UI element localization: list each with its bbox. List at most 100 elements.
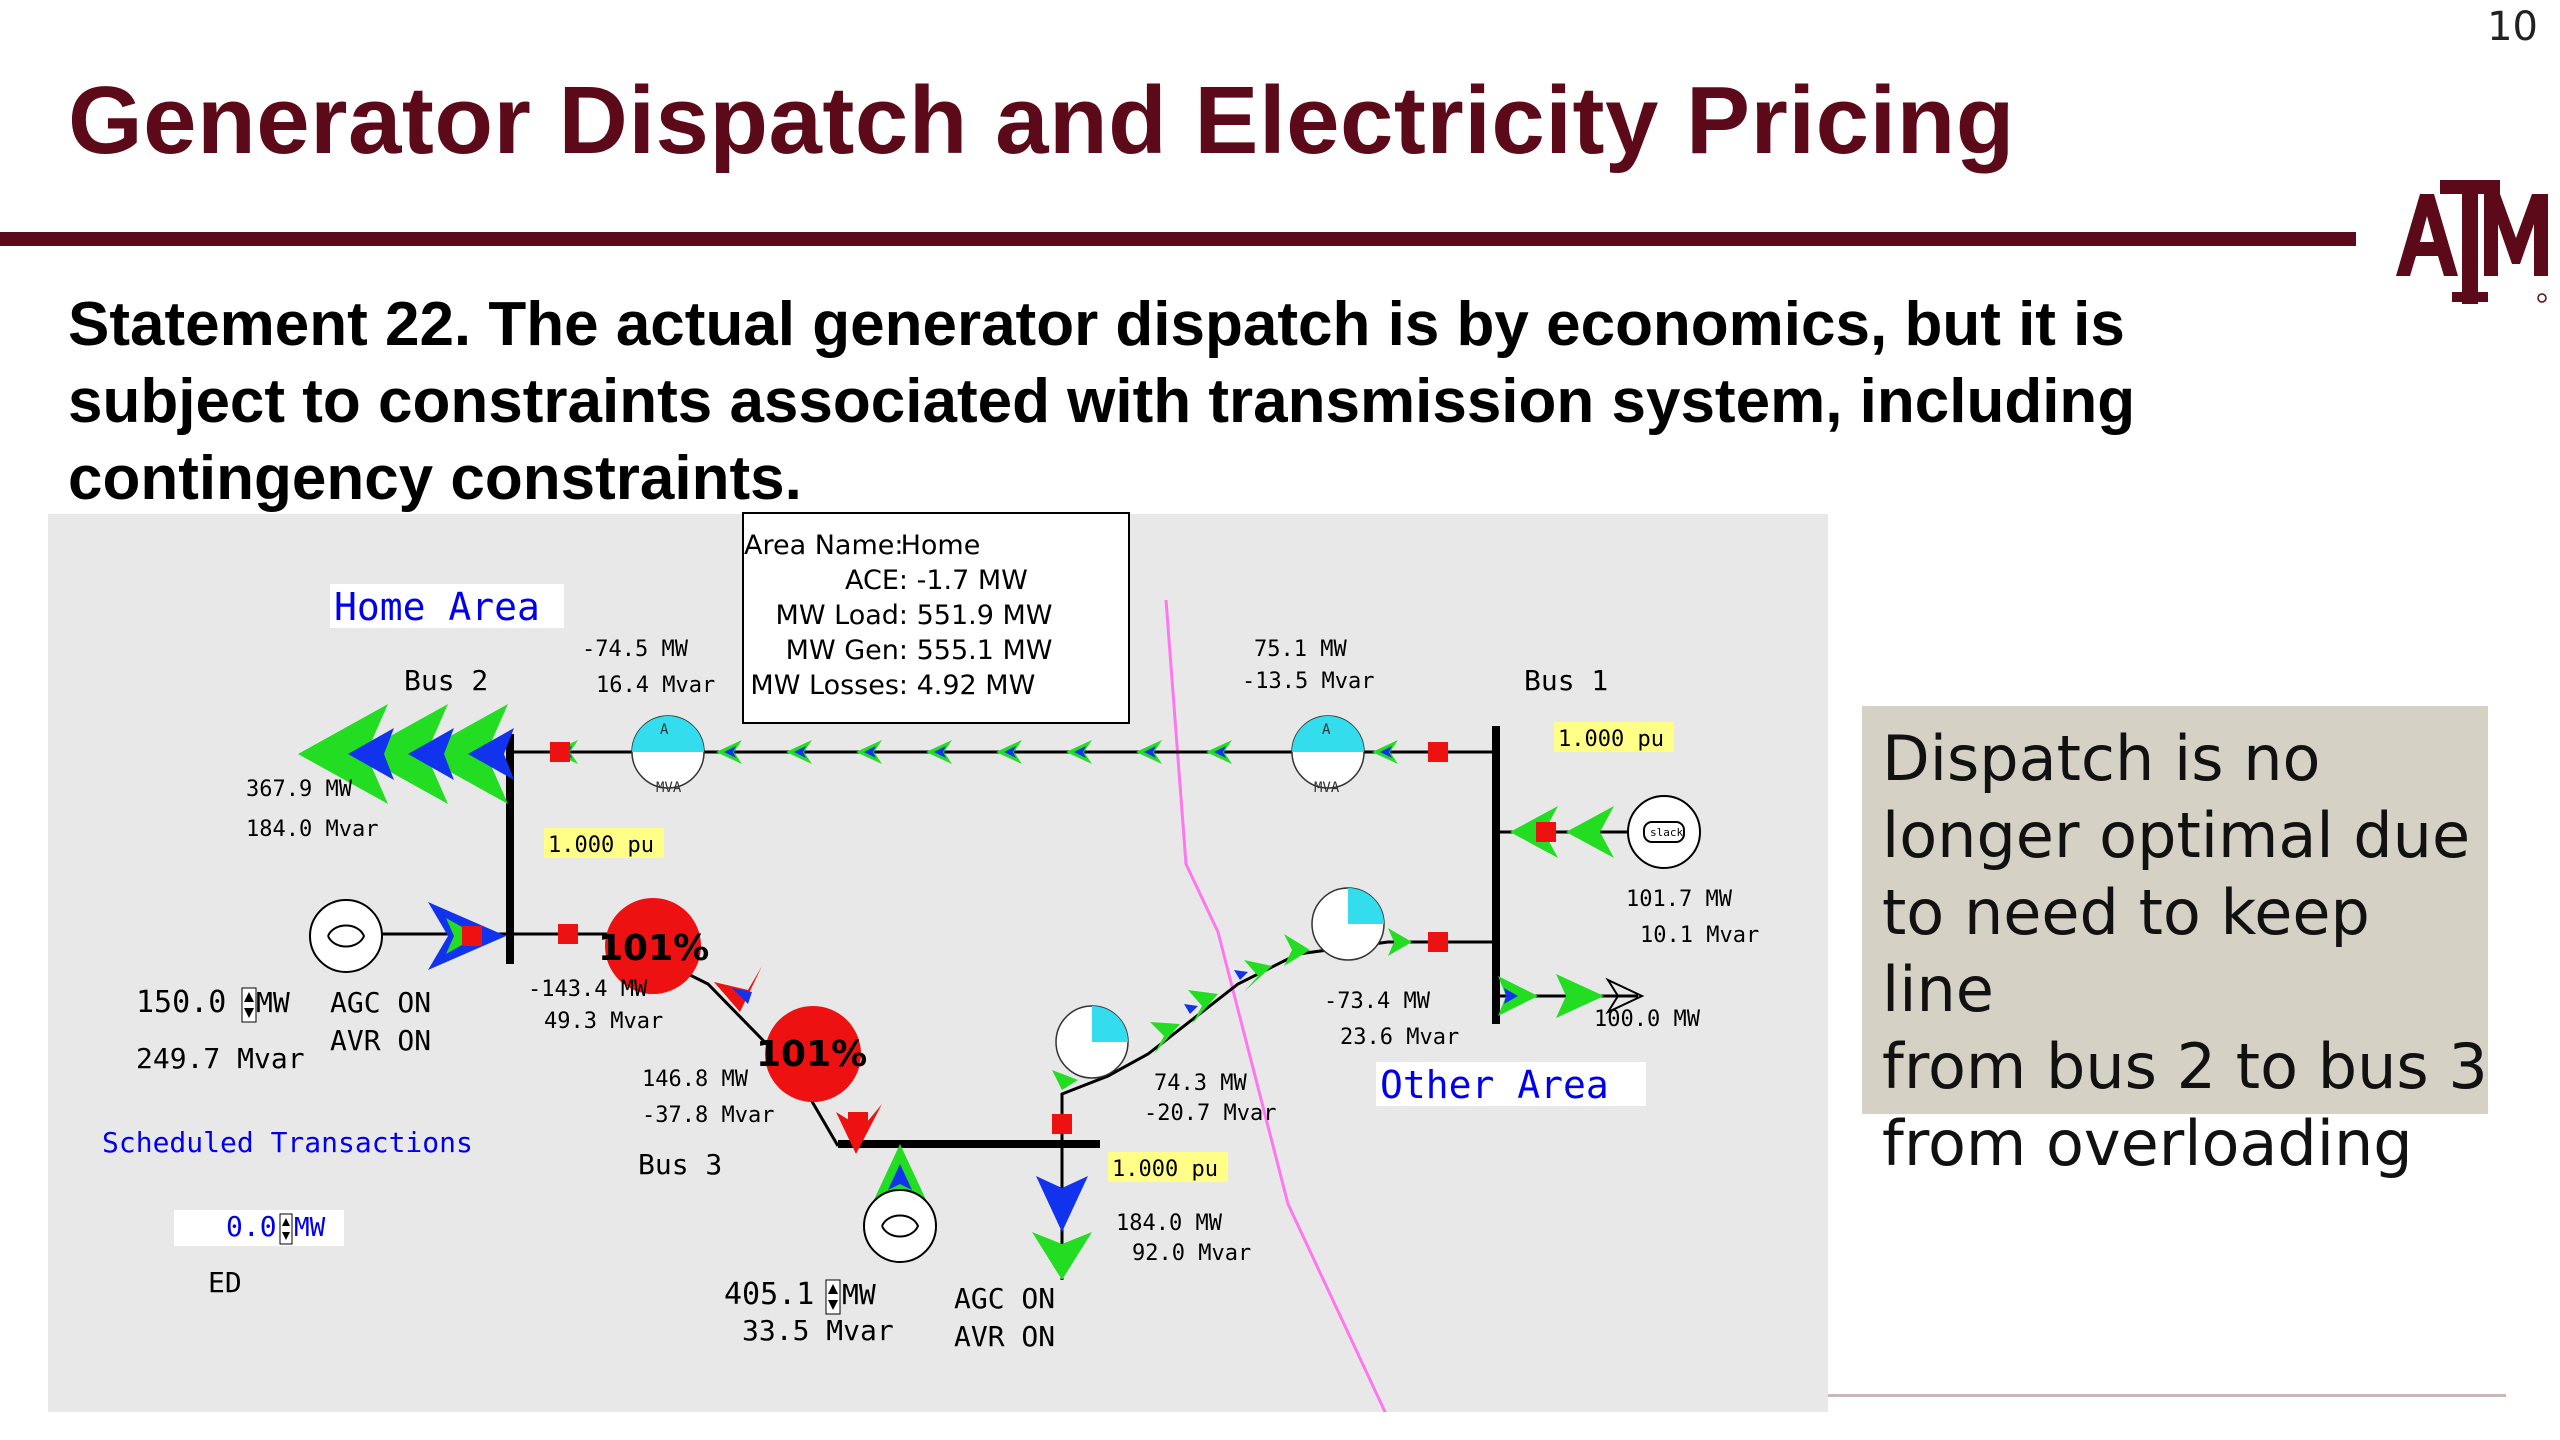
popup-row-mw-losses: MW Losses: 4.92 MW	[744, 668, 1128, 703]
title-divider	[0, 232, 2356, 246]
breaker-2-1-bus2[interactable]	[550, 742, 570, 762]
statement-text: Statement 22. The actual generator dispa…	[68, 286, 2368, 517]
line-1-3-bus3-mvar: -20.7 Mvar	[1144, 1101, 1276, 1126]
line-2-3-overload-meter-bus2[interactable]	[605, 898, 701, 994]
scheduled-transactions-label: Scheduled Transactions	[102, 1126, 473, 1159]
gen-3-agc-status[interactable]: AGC ON	[954, 1282, 1055, 1315]
bus-2-load-mw: 367.9 MW	[246, 777, 353, 802]
note-line: to need to keep line	[1882, 876, 2370, 1026]
gen-3-symbol[interactable]	[863, 1189, 937, 1263]
popup-row-mw-load: MW Load: 551.9 MW	[744, 598, 1128, 633]
gen-1-flow-arrows	[1510, 806, 1614, 858]
meter-a-label: A	[1322, 722, 1331, 738]
area-boundary-line	[1164, 599, 1387, 1412]
bus-3-load-mvar: 92.0 Mvar	[1132, 1241, 1251, 1266]
bus-1-voltage-box	[1554, 722, 1674, 752]
bus-2-voltage: 1.000 pu	[548, 833, 654, 858]
other-area-label: Other Area	[1380, 1063, 1609, 1107]
statement-line: contingency constraints.	[68, 444, 802, 513]
line-2-1-bus1-mw: 75.1 MW	[1254, 637, 1347, 662]
breaker-2-3-bus2[interactable]	[558, 924, 578, 944]
gen-3-avr-status[interactable]: AVR ON	[954, 1320, 1055, 1353]
bus-3-load-arrows[interactable]	[1032, 1176, 1092, 1280]
popup-label: MW Load:	[775, 600, 908, 631]
slide-title: Generator Dispatch and Electricity Prici…	[68, 67, 2015, 174]
bus-2-voltage-box	[544, 828, 664, 858]
slide-number: 10	[2487, 4, 2538, 50]
gen-1-mvar: 10.1 Mvar	[1640, 923, 1759, 948]
line-2-3-overload-meter-bus3[interactable]	[765, 1006, 861, 1102]
line-1-3-mva-meter-bus1[interactable]	[1311, 887, 1385, 961]
footer-divider	[1828, 1394, 2506, 1397]
statement-line: Statement 22. The actual generator dispa…	[68, 290, 2125, 359]
bus-3-label: Bus 3	[638, 1148, 722, 1181]
statement-line: subject to constraints associated with t…	[68, 367, 2136, 436]
popup-value: 551.9 MW	[916, 600, 1053, 631]
bus-1-load-arrows[interactable]	[1498, 974, 1645, 1018]
bus-1-label: Bus 1	[1524, 664, 1608, 697]
popup-value: 4.92 MW	[916, 670, 1036, 701]
gen-3-mw-value[interactable]: 405.1	[724, 1277, 814, 1312]
area-info-popup: Area Name: Home ACE: -1.7 MW MW Load: 55…	[742, 512, 1130, 724]
line-2-1-bus2-mw: -74.5 MW	[582, 637, 689, 662]
popup-row-ace: ACE: -1.7 MW	[744, 563, 1128, 598]
gen-2-symbol[interactable]	[309, 899, 383, 973]
breaker-2-3-bus3[interactable]	[848, 1112, 868, 1132]
line-1-3-bus1-mvar: 23.6 Mvar	[1340, 1025, 1459, 1050]
line-2-1-mva-meter[interactable]	[631, 715, 705, 789]
gen-1-symbol-label: slack	[1650, 826, 1683, 839]
note-line: Dispatch is no	[1882, 722, 2321, 795]
bus-2-load-arrows[interactable]	[298, 704, 514, 804]
gen-2-mvar: 249.7 Mvar	[136, 1042, 305, 1075]
gen-2-agc-status[interactable]: AGC ON	[330, 986, 431, 1019]
other-area-label-box	[1376, 1062, 1646, 1106]
gen-2-mw-value[interactable]: 150.0	[136, 985, 226, 1020]
home-area-label-box	[330, 584, 564, 628]
line-1-3-bus1-mw: -73.4 MW	[1324, 989, 1431, 1014]
texas-am-logo	[2396, 180, 2548, 304]
line-2-3-bus3-loading: 101%	[756, 1034, 867, 1075]
popup-row-mw-gen: MW Gen: 555.1 MW	[744, 633, 1128, 668]
gen-3-mw-spinner-icon[interactable]	[825, 1279, 841, 1315]
note-line: from overloading	[1882, 1107, 2413, 1180]
note-line: longer optimal due	[1882, 799, 2471, 872]
gen-2-avr-status[interactable]: AVR ON	[330, 1024, 431, 1057]
popup-value: 555.1 MW	[916, 635, 1053, 666]
dispatch-note-box: Dispatch is no longer optimal due to nee…	[1862, 706, 2488, 1180]
popup-label: MW Losses:	[750, 670, 908, 701]
gen-2-mw-spinner-icon[interactable]	[241, 987, 257, 1023]
gen-3-flow-arrows	[872, 1144, 928, 1204]
line-2-3-bus2-loading: 101%	[598, 928, 709, 969]
scheduled-transactions-spinner-icon[interactable]	[279, 1213, 293, 1245]
meter-mva-label: MVA	[656, 780, 682, 796]
note-line: from bus 2 to bus 3	[1882, 1030, 2488, 1103]
popup-value: Home	[900, 530, 981, 561]
gen-1-mw: 101.7 MW	[1626, 887, 1733, 912]
oneline-diagram[interactable]: MVA MVA A A	[48, 514, 1828, 1412]
line-2-3-bus2-mw: -143.4 MW	[528, 977, 648, 1002]
gen-2-mw-unit: MW	[256, 986, 290, 1019]
gen-3-mvar: 33.5 Mvar	[742, 1314, 894, 1347]
scheduled-transactions-mw-unit: MW	[294, 1213, 326, 1243]
bus-1-load-mw: 100.0 MW	[1594, 1007, 1701, 1032]
breaker-2-1-bus1[interactable]	[1428, 742, 1448, 762]
line-2-1-mva-meter-bus1[interactable]	[1291, 715, 1365, 789]
breaker-1-3-bus3[interactable]	[1052, 1114, 1072, 1134]
bus-3-voltage: 1.000 pu	[1112, 1157, 1218, 1182]
popup-value: -1.7 MW	[916, 565, 1028, 596]
scheduled-transactions-mw-value[interactable]: 0.0	[226, 1210, 277, 1243]
popup-label: ACE:	[844, 565, 908, 596]
breaker-gen-1[interactable]	[1536, 822, 1556, 842]
line-2-3-bus2-mvar: 49.3 Mvar	[544, 1009, 663, 1034]
popup-label: MW Gen:	[785, 635, 908, 666]
line-1-3-flow-arrows	[1052, 928, 1412, 1090]
line-1-3-mva-meter-bus3[interactable]	[1055, 1005, 1129, 1079]
gen-1-symbol[interactable]	[1627, 795, 1701, 869]
home-area-label: Home Area	[334, 585, 540, 629]
logo-mark-icon	[2396, 180, 2548, 304]
line-2-1-bus1-mvar: -13.5 Mvar	[1242, 669, 1374, 694]
bus-3-load-mw: 184.0 MW	[1116, 1211, 1223, 1236]
line-2-3-bus3-mw: 146.8 MW	[642, 1067, 749, 1092]
breaker-1-3-bus1[interactable]	[1428, 932, 1448, 952]
breaker-gen-2[interactable]	[462, 926, 482, 946]
